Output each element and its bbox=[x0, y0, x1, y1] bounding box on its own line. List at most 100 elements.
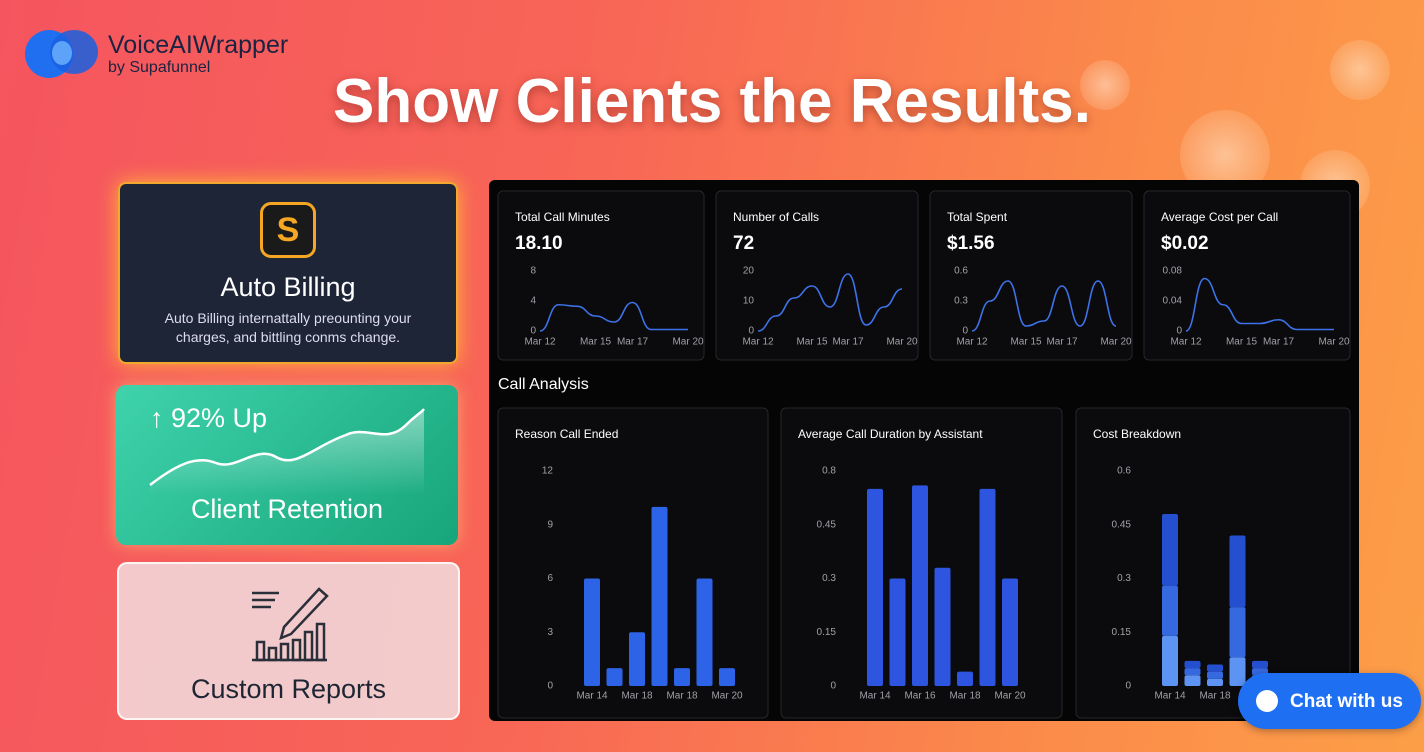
icon: S bbox=[260, 202, 316, 258]
x-tick-label: Mar 17 bbox=[1263, 337, 1295, 348]
bar bbox=[719, 668, 735, 686]
x-tick-label: Mar 18 bbox=[949, 691, 981, 702]
bar bbox=[629, 632, 645, 686]
bar bbox=[934, 567, 951, 686]
card-value: $0.02 bbox=[1161, 233, 1209, 254]
bar bbox=[1229, 607, 1246, 658]
x-tick-label: Mar 12 bbox=[1170, 337, 1202, 348]
card-title: Cost Breakdown bbox=[1093, 427, 1181, 441]
bar bbox=[1162, 514, 1178, 586]
x-tick-label: Mar 15 bbox=[1010, 337, 1042, 348]
bar bbox=[889, 578, 906, 686]
y-tick-label: 4 bbox=[530, 296, 536, 307]
bar bbox=[979, 488, 996, 686]
y-tick-label: 12 bbox=[542, 466, 554, 477]
feature-card: ↑ 92% Up Client Retention bbox=[116, 385, 458, 545]
bar bbox=[606, 668, 623, 686]
x-tick-label: Mar 17 bbox=[1046, 337, 1078, 348]
card-title: Total Call Minutes bbox=[515, 210, 610, 224]
card bbox=[1143, 190, 1351, 361]
y-tick-label: 0 bbox=[530, 326, 536, 337]
brand-tagline: by Supafunnel bbox=[108, 59, 211, 76]
line bbox=[539, 301, 688, 332]
x-tick-label: Mar 20 bbox=[672, 337, 704, 348]
x-tick-label: Mar 12 bbox=[742, 337, 774, 348]
bar bbox=[651, 506, 668, 686]
feature-text: Auto Billing internattally preounting yo… bbox=[164, 310, 412, 326]
x-tick-label: Mar 20 bbox=[886, 337, 918, 348]
y-tick-label: 0 bbox=[1176, 326, 1182, 337]
feature-card: Custom Reports bbox=[117, 562, 460, 720]
y-tick-label: 0.04 bbox=[1163, 296, 1183, 307]
sparkline bbox=[149, 408, 425, 495]
bar bbox=[867, 488, 883, 686]
feature-card: S Auto Billing Auto Billing internattall… bbox=[118, 182, 458, 364]
y-tick-label: 0 bbox=[1125, 681, 1131, 692]
bar bbox=[1002, 578, 1018, 686]
bokeh bbox=[1080, 60, 1130, 110]
bar bbox=[1184, 668, 1201, 676]
feature-title: Custom Reports bbox=[190, 674, 387, 704]
bar bbox=[1229, 657, 1246, 686]
x-tick-label: Mar 18 bbox=[621, 691, 653, 702]
bar bbox=[1207, 678, 1223, 686]
card-value: 18.10 bbox=[515, 233, 563, 254]
x-tick-label: Mar 18 bbox=[666, 691, 698, 702]
bar bbox=[1229, 535, 1246, 608]
y-tick-label: 3 bbox=[547, 627, 553, 638]
bar bbox=[696, 578, 713, 686]
x-tick-label: Mar 17 bbox=[617, 337, 649, 348]
bar bbox=[1207, 671, 1223, 679]
chat-button[interactable]: Chat with us bbox=[1238, 673, 1421, 729]
x-tick-label: Mar 18 bbox=[1199, 691, 1231, 702]
x-tick-label: Mar 20 bbox=[711, 691, 743, 702]
chat-icon bbox=[1256, 690, 1278, 712]
x-tick-label: Mar 15 bbox=[796, 337, 828, 348]
y-tick-label: 0.6 bbox=[1117, 466, 1131, 477]
card bbox=[715, 190, 919, 361]
card-title: Reason Call Ended bbox=[515, 427, 618, 441]
feature-text: charges, and bittling conms change. bbox=[175, 329, 401, 345]
y-tick-label: 0 bbox=[748, 326, 754, 337]
bar bbox=[1207, 664, 1223, 672]
y-tick-label: 0.3 bbox=[954, 296, 968, 307]
x-tick-label: Mar 14 bbox=[576, 691, 608, 702]
bokeh bbox=[1330, 40, 1390, 100]
line bbox=[1185, 277, 1334, 332]
y-tick-label: 9 bbox=[547, 519, 553, 530]
card bbox=[1075, 407, 1351, 719]
y-tick-label: 6 bbox=[547, 573, 553, 584]
x-tick-label: Mar 12 bbox=[524, 337, 556, 348]
x-tick-label: Mar 15 bbox=[1226, 337, 1258, 348]
y-tick-label: 0 bbox=[547, 681, 553, 692]
y-tick-label: 10 bbox=[743, 296, 755, 307]
y-tick-label: 0.3 bbox=[822, 573, 836, 584]
card-value: $1.56 bbox=[947, 233, 995, 254]
brand-name: VoiceAIWrapper bbox=[108, 31, 289, 59]
line bbox=[757, 273, 903, 332]
x-tick-label: Mar 12 bbox=[956, 337, 988, 348]
y-tick-label: 0.15 bbox=[1112, 627, 1132, 638]
y-tick-label: 0.45 bbox=[1112, 519, 1132, 530]
feature-title: Client Retention bbox=[190, 494, 384, 524]
bar bbox=[584, 578, 600, 686]
bar bbox=[1184, 660, 1201, 669]
x-tick-label: Mar 14 bbox=[1154, 691, 1186, 702]
card-title: Average Call Duration by Assistant bbox=[798, 427, 983, 441]
headline: Show Clients the Results. bbox=[333, 67, 1091, 136]
bar bbox=[1162, 585, 1178, 636]
feature-title: Auto Billing bbox=[220, 272, 356, 302]
card-title: Total Spent bbox=[947, 210, 1008, 224]
bar bbox=[1252, 660, 1268, 669]
y-tick-label: 0 bbox=[830, 681, 836, 692]
logo bbox=[25, 30, 98, 78]
card-value: 72 bbox=[733, 233, 754, 254]
card-title: Number of Calls bbox=[733, 210, 819, 224]
y-tick-label: 20 bbox=[743, 266, 755, 277]
y-tick-label: 0.3 bbox=[1117, 573, 1131, 584]
y-tick-label: 8 bbox=[530, 266, 536, 277]
y-tick-label: 0 bbox=[962, 326, 968, 337]
bar bbox=[912, 485, 928, 686]
